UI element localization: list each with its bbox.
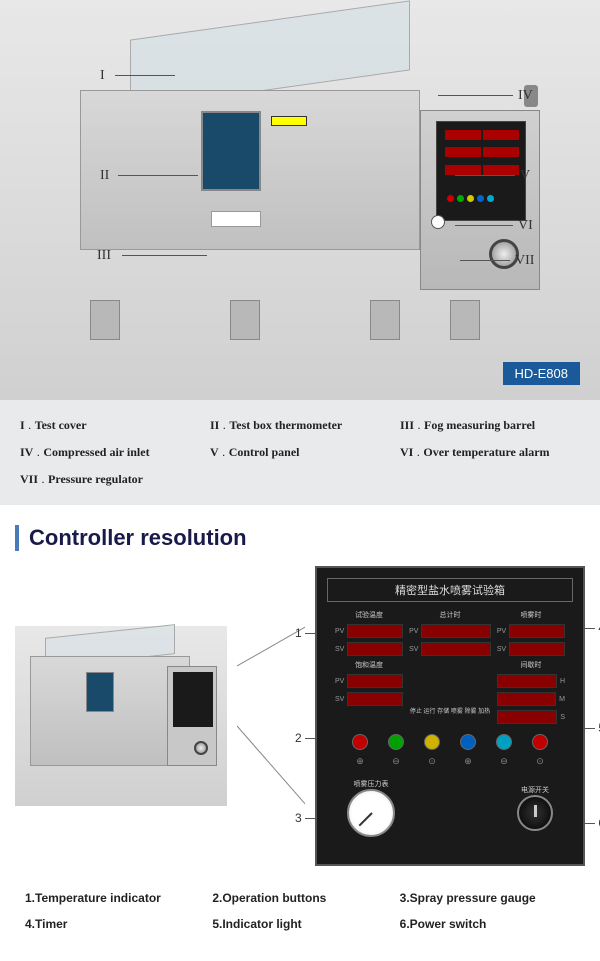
legend-item: V . Control panel (210, 445, 390, 460)
small-machine (15, 626, 227, 806)
legend-item: IV . Compressed air inlet (20, 445, 200, 460)
callout-V: V (520, 168, 530, 184)
parts-legend: I . Test cover II . Test box thermometer I… (0, 400, 600, 505)
legend-item: VI . Over temperature alarm (400, 445, 580, 460)
machine-body (80, 90, 420, 250)
operation-button[interactable] (532, 734, 548, 750)
legend-item: VII . Pressure regulator (20, 472, 200, 487)
legend-item: III . Fog measuring barrel (400, 418, 580, 433)
fog-barrel-slot (211, 211, 261, 227)
thermometer-window (201, 111, 261, 191)
callout-VII: VII (515, 253, 534, 269)
spray-pressure-gauge (347, 789, 395, 837)
indicator-icon: ⊕ (464, 756, 472, 767)
operation-button[interactable] (424, 734, 440, 750)
power-switch[interactable] (517, 795, 553, 831)
machine-illustration (80, 50, 480, 340)
operation-button[interactable] (460, 734, 476, 750)
callout-IV: IV (518, 88, 533, 104)
controller-detail-row: 1 2 3 4 5 6 精密型盐水喷雾试验箱 试验温度 PV SV 饱和温 (15, 566, 585, 866)
operation-button[interactable] (352, 734, 368, 750)
legend-item: I . Test cover (20, 418, 200, 433)
warning-labels (271, 116, 307, 126)
zoom-indicator (237, 616, 305, 816)
alarm-gauge (431, 215, 445, 229)
ctrl-co-2: 2 (295, 731, 302, 745)
ctrl-co-1: 1 (295, 626, 302, 640)
operation-buttons[interactable] (342, 734, 558, 750)
main-machine-diagram: I II III IV V VI VII HD-E808 (0, 0, 600, 400)
model-badge: HD-E808 (503, 362, 580, 385)
callout-I: I (100, 68, 105, 84)
callout-III: III (97, 248, 111, 264)
legend2-item: 5.Indicator light (212, 917, 387, 931)
legend2-item: 1.Temperature indicator (25, 891, 200, 905)
controller-title: 精密型盐水喷雾试验箱 (327, 578, 573, 602)
indicator-icon: ⊖ (392, 756, 400, 767)
indicator-lights: ⊕ ⊖ ⊙ ⊕ ⊖ ⊙ (342, 756, 558, 767)
operation-button[interactable] (388, 734, 404, 750)
legend2-item: 4.Timer (25, 917, 200, 931)
indicator-icon: ⊖ (500, 756, 508, 767)
callout-II: II (100, 168, 109, 184)
legend2-item: 2.Operation buttons (212, 891, 387, 905)
callout-VI: VI (518, 218, 533, 234)
indicator-icon: ⊕ (356, 756, 364, 767)
indicator-icon: ⊙ (536, 756, 544, 767)
ctrl-co-3: 3 (295, 811, 302, 825)
legend2-item: 3.Spray pressure gauge (400, 891, 575, 905)
controller-legend: 1.Temperature indicator 2.Operation butto… (0, 876, 600, 946)
controller-panel-detail: 精密型盐水喷雾试验箱 试验温度 PV SV 饱和温度 PV SV 总计时 PV … (315, 566, 585, 866)
controller-section-title: Controller resolution (15, 525, 585, 551)
operation-button[interactable] (496, 734, 512, 750)
indicator-icon: ⊙ (428, 756, 436, 767)
legend2-item: 6.Power switch (400, 917, 575, 931)
control-panel (436, 121, 526, 221)
legend-item: II . Test box thermometer (210, 418, 390, 433)
